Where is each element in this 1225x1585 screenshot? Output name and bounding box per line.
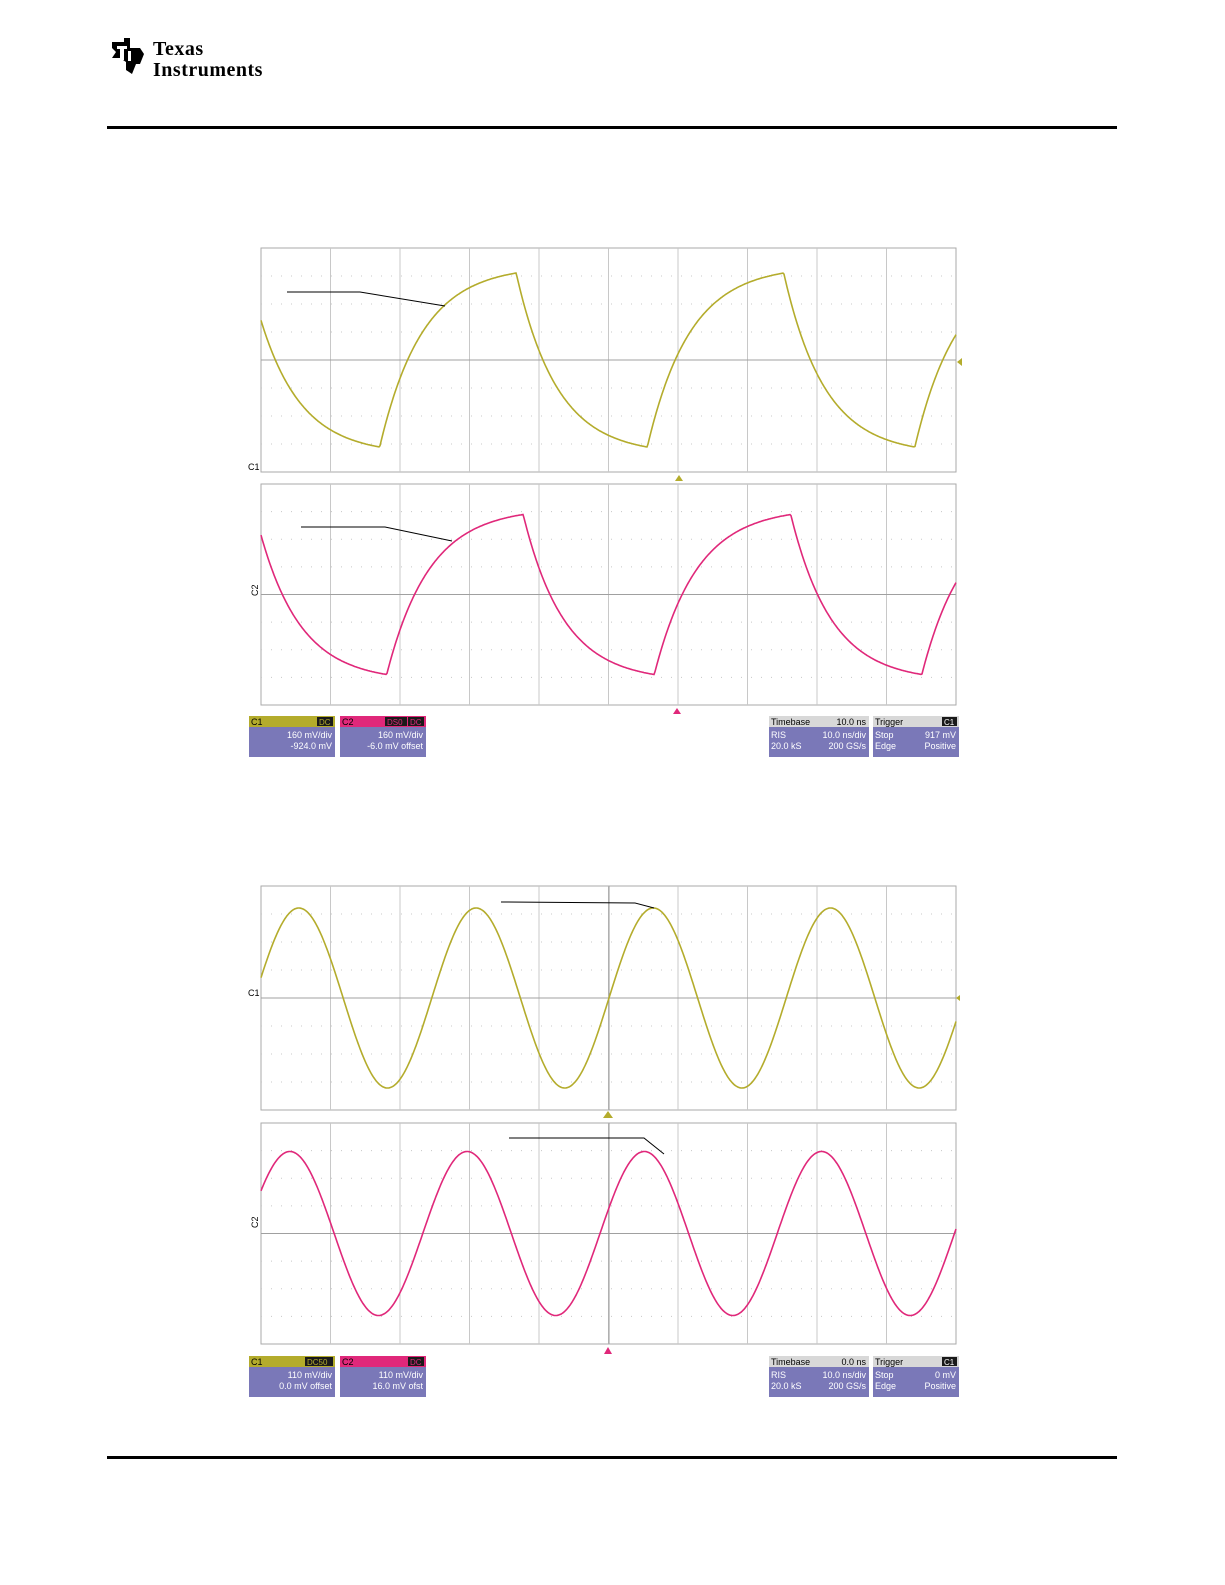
scope-1-ch2-offset: -6.0 mV offset — [367, 741, 423, 751]
scope-1-ch2-coupling: DC — [410, 718, 422, 727]
scope-1-ch1-offset: -924.0 mV — [290, 741, 332, 751]
scope-1-c2-marker: C2 — [250, 584, 260, 596]
scope-2-annotation-line-2 — [509, 1137, 665, 1155]
scope-1-trigger-row2-label: Edge — [875, 741, 896, 751]
ti-logo-icon — [112, 38, 144, 74]
scope-1-annotation-line-1 — [287, 291, 446, 307]
scope-2-ch2-header — [340, 1356, 426, 1367]
scope-2-ch1-coupling-tag-2 — [305, 1357, 333, 1366]
scope-1-ch2-gridlines — [261, 484, 956, 705]
header-rule — [107, 126, 1117, 129]
scope-2-timebase-row2-value: 200 GS/s — [828, 1381, 866, 1391]
scope-1-trigger-source-tag — [942, 717, 957, 726]
scope-2-ch1-header — [249, 1356, 335, 1367]
scope-1-trigger-header — [873, 716, 959, 727]
scope-1-level-marker — [957, 358, 962, 366]
scope-2-timebase-title: Timebase — [771, 1357, 810, 1367]
scope-1-trigger-source: C1 — [944, 718, 955, 727]
scope-2-trigger-marker-2 — [604, 1347, 612, 1354]
scope-2-trigger-source-tag — [942, 1357, 957, 1366]
scope-1-ch1-gridlines — [261, 248, 956, 472]
scope-2-trigger-title: Trigger — [875, 1357, 903, 1367]
scope-2-ch1-offset: 0.0 mV offset — [279, 1381, 332, 1391]
scope-1-annotation-line-2 — [301, 526, 453, 542]
scope-1-timebase-row1-label: RIS — [771, 730, 786, 740]
scope-1-trigger-row1-value: 917 mV — [925, 730, 956, 740]
scope-1-ch2-coupling-2: DS0 — [387, 718, 403, 727]
scope-1-timebase-row2-label: 20.0 kS — [771, 741, 802, 751]
scope-2-ch2-title: C2 — [342, 1357, 354, 1367]
scope-2-ch2-offset: 16.0 mV ofst — [372, 1381, 423, 1391]
scope-1-c1-marker: C1 — [248, 462, 260, 472]
scope-2-level-marker — [956, 995, 960, 1001]
scope-1-timebase-row1-value: 10.0 ns/div — [822, 730, 866, 740]
scope-1-ch1-header — [249, 716, 335, 727]
scope-2-annotation-line-1 — [500, 901, 655, 909]
footer-rule — [107, 1456, 1117, 1459]
scope-2-timebase-header — [769, 1356, 869, 1367]
scope-1-ch2-header — [340, 716, 426, 727]
scope-2-ch1-coupling-2: DC50 — [307, 1358, 328, 1367]
scope-1-ch2-coupling-tag — [408, 717, 424, 726]
scope-2-ch1-title: C1 — [251, 1357, 263, 1367]
scope-1-trigger-row2-value: Positive — [924, 741, 956, 751]
scope-2-trigger-row2-value: Positive — [924, 1381, 956, 1391]
scope-2-trigger-header — [873, 1356, 959, 1367]
scope-2-timebase-value: 0.0 ns — [841, 1357, 866, 1367]
scope-1-trigger-marker-1 — [675, 475, 683, 481]
scope-1-ch1-title: C1 — [251, 717, 263, 727]
ti-logo: Texas Instruments — [106, 34, 306, 84]
scope-2-trigger-source: C1 — [944, 1358, 955, 1367]
scope-2: C1 C2 — [248, 885, 960, 1354]
scope-1-ch1-coupling-2: DC — [319, 718, 331, 727]
scope-2-ch2-coupling-tag — [408, 1357, 424, 1366]
scope-1-ch2-coupling-tag-2 — [385, 717, 407, 726]
scope-1-ch2-title: C2 — [342, 717, 354, 727]
scope-1-ch2-scale: 160 mV/div — [378, 730, 424, 740]
scope-1-ch1-scale: 160 mV/div — [287, 730, 333, 740]
scope-2-trigger-row1-value: 0 mV — [935, 1370, 956, 1380]
scope-1-ch1-trace — [260, 272, 957, 448]
scope-2-timebase-row1-label: RIS — [771, 1370, 786, 1380]
brand-line-1: Texas — [153, 38, 204, 60]
scope-2-trigger-row2-label: Edge — [875, 1381, 896, 1391]
scope-1-timebase-row2-value: 200 GS/s — [828, 741, 866, 751]
scope-1: C1 C2 — [248, 247, 962, 714]
scope-2-c2-marker: C2 — [250, 1216, 260, 1228]
scope-1-trigger-title: Trigger — [875, 717, 903, 727]
scope-2-ch2-trace — [260, 1150, 957, 1317]
scope-1-timebase-title: Timebase — [771, 717, 810, 727]
scope-2-ch1-scale: 110 mV/div — [288, 1370, 333, 1380]
scope-2-timebase-row1-value: 10.0 ns/div — [822, 1370, 866, 1380]
scope-2-ch2-scale: 110 mV/div — [379, 1370, 424, 1380]
scope-1-timebase-value: 10.0 ns — [836, 717, 866, 727]
scope-2-trigger-row1-label: Stop — [875, 1370, 894, 1380]
scope-1-ch1-coupling-tag-2 — [317, 717, 333, 726]
scope-1-ch2-trace — [260, 513, 957, 676]
scope-2-timebase-row2-label: 20.0 kS — [771, 1381, 802, 1391]
scope-1-trigger-marker-2 — [673, 708, 681, 714]
scope-2-ch1-trace — [260, 907, 957, 1089]
scope-2-ch2-coupling: DC — [410, 1358, 422, 1367]
scope-1-trigger-row1-label: Stop — [875, 730, 894, 740]
scope-1-timebase-header — [769, 716, 869, 727]
scope-2-c1-marker: C1 — [248, 988, 260, 998]
brand-line-2: Instruments — [153, 59, 263, 81]
scope-2-trigger-marker-1 — [603, 1111, 613, 1118]
